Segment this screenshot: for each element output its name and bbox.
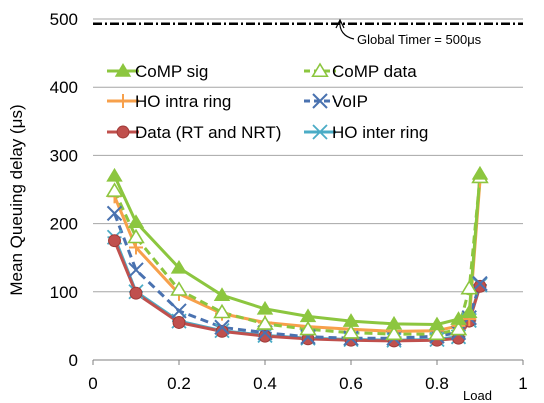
marker (256, 315, 274, 330)
marker (172, 316, 186, 329)
legend-label: HO inter ring (332, 123, 428, 142)
series-markers (105, 165, 489, 348)
marker (342, 313, 360, 327)
marker (385, 315, 403, 330)
x-tick-label: 1 (518, 374, 527, 393)
x-tick-label: 0.8 (425, 374, 449, 393)
y-axis-label: Mean Queuing delay (μs) (7, 104, 26, 295)
legend-item: VoIP (304, 92, 368, 111)
global-timer-label: Global Timer = 500μs (357, 32, 482, 47)
annotation-arrowhead (335, 18, 345, 29)
marker (342, 324, 360, 339)
series-line-voip (113, 212, 482, 340)
x-tick-label: 0.2 (167, 374, 191, 393)
marker (170, 281, 188, 296)
y-tick-label: 400 (50, 78, 78, 97)
marker (299, 320, 317, 336)
annotation-arrow (339, 20, 355, 40)
x-axis-label: Load (463, 388, 492, 403)
marker (114, 63, 132, 77)
marker (215, 324, 229, 338)
marker (385, 325, 403, 341)
marker (312, 93, 328, 109)
marker (312, 124, 328, 140)
marker (428, 325, 446, 341)
legend: CoMP sig CoMP data HO intra ring VoIP Data (… (107, 62, 428, 142)
legend-item: HO intra ring (107, 92, 231, 111)
legend-label: CoMP sig (135, 62, 208, 81)
marker (116, 125, 130, 139)
y-tick-label: 0 (69, 351, 78, 370)
legend-label: VoIP (332, 92, 368, 111)
marker (258, 329, 272, 343)
marker (128, 262, 144, 278)
x-tick-label: 0.6 (339, 374, 363, 393)
y-tick-label: 200 (50, 215, 78, 234)
legend-label: Data (RT and NRT) (135, 123, 281, 142)
marker (129, 286, 143, 300)
marker (214, 319, 230, 335)
y-tick-label: 100 (50, 283, 78, 302)
marker (108, 234, 121, 248)
legend-item: HO inter ring (304, 123, 428, 142)
marker (116, 94, 130, 108)
legend-item: CoMP sig (107, 62, 208, 81)
marker (473, 279, 487, 293)
marker (450, 311, 467, 325)
y-tick-label: 500 (50, 10, 78, 29)
marker (213, 303, 231, 319)
legend-item: Data (RT and NRT) (107, 123, 281, 142)
marker (256, 300, 274, 315)
marker (311, 62, 329, 78)
marker (127, 214, 145, 228)
marker (106, 205, 123, 222)
marker (449, 320, 468, 336)
marker (461, 304, 478, 319)
legend-label: HO intra ring (135, 92, 231, 111)
marker (460, 279, 479, 295)
marker (471, 165, 489, 180)
y-tick-label: 300 (50, 146, 78, 165)
x-tick-label: 0 (88, 374, 97, 393)
legend-label: CoMP data (332, 62, 417, 81)
marker (170, 259, 188, 274)
x-tick-label: 0.4 (253, 374, 277, 393)
marker (299, 308, 317, 323)
marker (106, 167, 123, 182)
marker (171, 303, 187, 319)
series-line-comp-data (113, 177, 482, 336)
marker (127, 228, 145, 244)
series-lines (113, 173, 482, 343)
axes: 0 100 200 300 400 500 0 0.2 0.4 0.6 0.8 1 Global Tim… (50, 10, 528, 393)
marker (213, 287, 231, 301)
legend-item: CoMP data (304, 62, 417, 81)
grid-lines (93, 18, 523, 293)
marker (472, 275, 488, 292)
marker (428, 316, 446, 331)
marker (105, 182, 124, 197)
